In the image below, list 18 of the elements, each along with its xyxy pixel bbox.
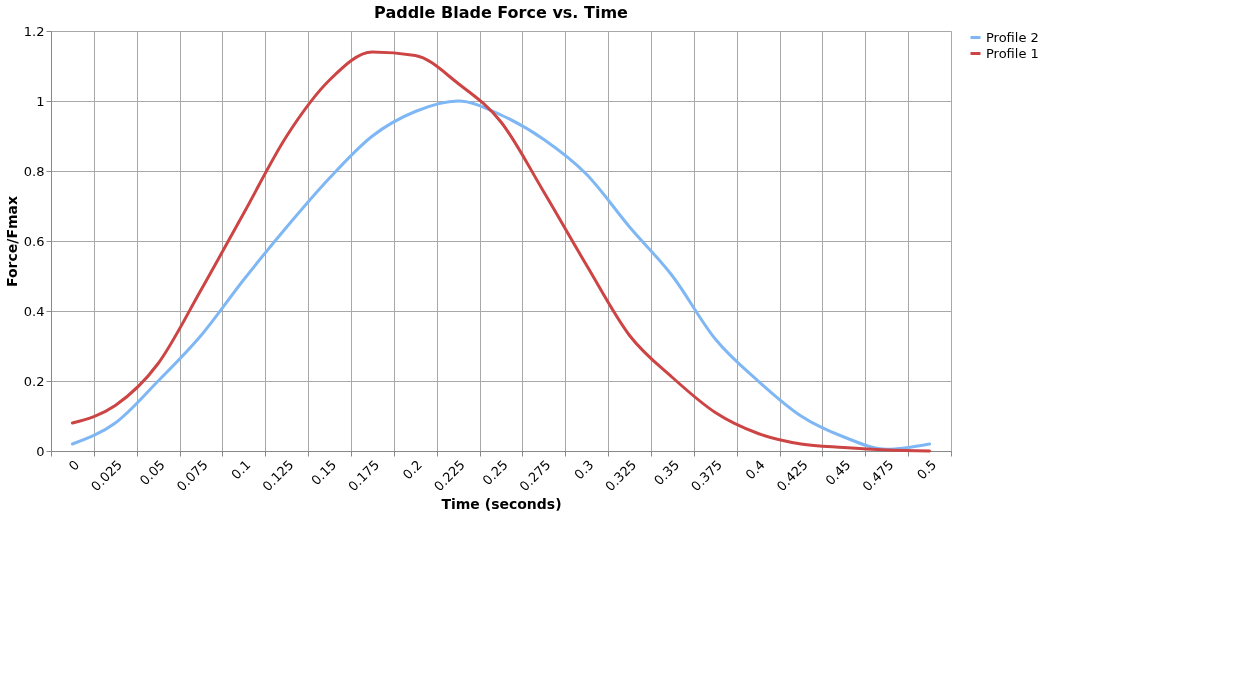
y-axis-title: Force/Fmax bbox=[3, 195, 20, 288]
chart-title: Paddle Blade Force vs. Time bbox=[374, 3, 629, 22]
y-tick-label: 0.2 bbox=[23, 373, 45, 389]
x-tick-label: 0.3 bbox=[571, 457, 597, 483]
y-tick-label: 0.6 bbox=[23, 233, 45, 249]
x-tick-label: 0.5 bbox=[914, 457, 940, 483]
legend-label: Profile 1 bbox=[986, 45, 1039, 61]
y-tick-label: 0 bbox=[36, 443, 45, 459]
y-tick-label: 1.2 bbox=[23, 23, 45, 39]
y-tick-label: 0.4 bbox=[23, 303, 45, 319]
x-axis-title: Time (seconds) bbox=[441, 496, 562, 513]
y-tick-label: 0.8 bbox=[23, 163, 45, 179]
x-tick-label: 0.2 bbox=[399, 457, 425, 483]
x-tick-label: 0 bbox=[65, 457, 83, 474]
x-tick-label: 0.4 bbox=[742, 457, 768, 483]
x-tick-label: 0.1 bbox=[228, 457, 254, 483]
y-tick-label: 1 bbox=[36, 93, 45, 109]
legend-label: Profile 2 bbox=[986, 29, 1039, 45]
